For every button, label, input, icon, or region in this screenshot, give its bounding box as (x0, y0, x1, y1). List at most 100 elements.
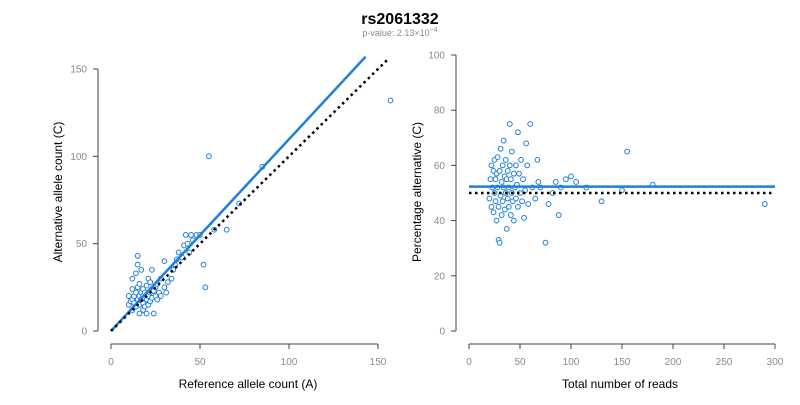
left-data-point (200, 261, 207, 268)
right-data-point (499, 198, 506, 205)
left-y-axis-title: Alternative allele count (C) (51, 122, 65, 263)
right-data-point (494, 154, 501, 161)
left-y-tick-label: 150 (70, 65, 87, 76)
left-data-point (129, 286, 136, 292)
right-x-tick-label: 250 (716, 357, 733, 368)
left-x-tick-label: 150 (370, 357, 387, 368)
chart-subtitle: p-value: 2.13×10−4 (362, 27, 437, 38)
right-data-point (555, 212, 562, 218)
right-x-tick-label: 200 (665, 357, 682, 368)
right-x-tick-label: 0 (466, 357, 472, 368)
right-x-tick-label: 300 (767, 357, 784, 368)
right-data-point (542, 239, 549, 246)
right-data-point (490, 209, 497, 216)
right-y-tick-label: 100 (428, 51, 445, 62)
left-data-point (175, 249, 182, 256)
right-data-point (503, 225, 510, 232)
right-data-point (486, 195, 493, 202)
chart-title: rs2061332 (361, 11, 439, 28)
right-data-point (525, 201, 532, 207)
right-data-point (624, 148, 630, 155)
right-data-point (502, 156, 509, 163)
right-data-point (523, 140, 530, 147)
right-data-point (515, 129, 521, 136)
left-data-point (157, 293, 164, 299)
right-data-point (510, 170, 517, 177)
right-y-tick-label: 40 (434, 216, 446, 227)
left-data-point (133, 289, 139, 296)
left-data-point (188, 232, 195, 238)
right-data-point (520, 176, 526, 183)
left-x-tick-label: 50 (194, 357, 206, 368)
right-x-tick-label: 150 (614, 357, 631, 368)
right-data-point (515, 203, 521, 210)
right-y-tick-label: 80 (434, 106, 446, 117)
left-data-point (165, 279, 171, 285)
left-data-point (184, 240, 191, 247)
right-data-point (518, 156, 524, 163)
right-data-point (496, 168, 503, 174)
left-data-point (129, 275, 136, 282)
left-data-point (161, 258, 168, 265)
right-data-point (493, 217, 500, 224)
right-data-point (513, 195, 519, 202)
right-x-tick-label: 100 (563, 357, 580, 368)
right-data-point (532, 195, 539, 202)
right-y-tick-label: 0 (439, 327, 445, 338)
left-y-tick-label: 100 (70, 152, 87, 163)
right-data-point (761, 201, 768, 207)
left-panel: 0 50 100 150 0 50 100 150 (70, 55, 394, 368)
left-data-point (154, 296, 161, 303)
left-data-point (149, 266, 155, 273)
left-data-point (147, 279, 154, 285)
right-y-tick-label: 60 (434, 161, 446, 172)
right-data-point (519, 198, 525, 205)
left-data-point (163, 289, 170, 296)
right-data-point (506, 121, 513, 127)
subtitle-exponent: −4 (430, 27, 438, 34)
right-data-point (507, 176, 514, 183)
right-data-point (521, 214, 527, 221)
right-y-tick-label: 20 (434, 271, 446, 282)
right-data-point (495, 203, 502, 210)
right-data-point (498, 212, 505, 218)
subtitle-prefix: p-value: 2.13×10 (362, 28, 429, 38)
right-data-point (510, 217, 517, 224)
left-x-tick-label: 0 (108, 357, 114, 368)
right-data-point (524, 162, 531, 169)
right-data-point (508, 148, 515, 155)
right-y-axis-title: Percentage alternative (C) (410, 122, 424, 262)
left-data-point (138, 266, 145, 273)
left-null-reference-line (110, 57, 390, 332)
right-data-point (545, 201, 552, 207)
left-data-point (202, 284, 209, 291)
right-data-point (505, 203, 512, 210)
right-data-point (501, 206, 508, 213)
right-data-point (552, 179, 559, 185)
right-data-point (598, 198, 605, 205)
right-data-point (504, 168, 511, 174)
right-data-point (498, 179, 505, 185)
left-data-point (134, 261, 141, 268)
left-data-point (143, 310, 150, 317)
right-data-point (506, 162, 513, 169)
right-data-point (568, 173, 574, 180)
left-data-point (168, 275, 175, 282)
left-y-tick-label: 0 (81, 327, 87, 338)
right-data-point (563, 176, 569, 183)
right-data-point (507, 212, 514, 218)
left-data-point (161, 284, 168, 291)
left-data-point (136, 310, 143, 317)
right-panel: 0 50 100 150 200 250 300 0 20 40 60 80 100 (428, 51, 783, 369)
right-x-tick-label: 50 (514, 357, 526, 368)
left-data-point (387, 97, 394, 104)
right-data-point (573, 179, 579, 185)
left-data-point (136, 280, 143, 287)
right-data-point (488, 162, 495, 169)
left-fit-line (110, 55, 367, 332)
right-data-point (492, 198, 499, 205)
right-data-point (487, 176, 494, 183)
right-data-point (500, 137, 507, 144)
left-data-point (223, 226, 230, 233)
